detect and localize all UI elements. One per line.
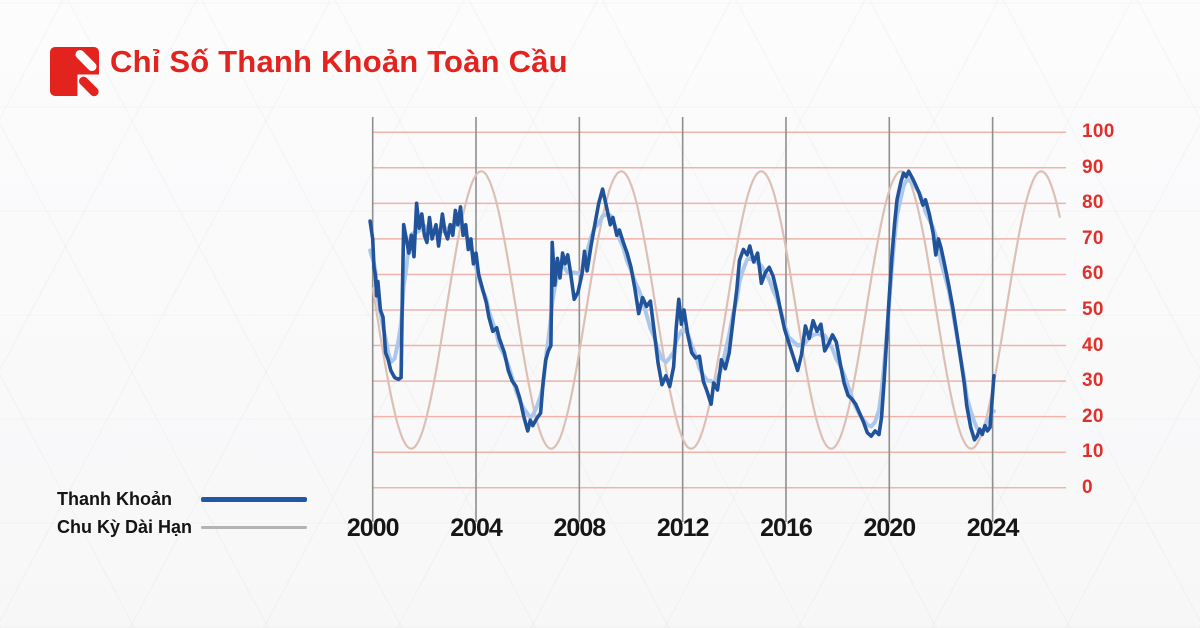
x-tick-label-2024: 2024 [966, 514, 1020, 542]
x-tick-label-2016: 2016 [760, 514, 813, 542]
page-title: Chỉ Số Thanh Khoản Toàn Cầu [110, 44, 568, 79]
y-tick-label-10: 10 [1082, 441, 1104, 463]
x-tick-label-2000: 2000 [346, 514, 400, 542]
legend-label-cycle: Chu Kỳ Dài Hạn [57, 516, 193, 537]
y-tick-label-0: 0 [1082, 476, 1093, 498]
x-tick-label-2004: 2004 [450, 514, 503, 542]
y-tick-label-50: 50 [1082, 299, 1104, 320]
y-tick-label-20: 20 [1082, 405, 1104, 427]
chart-legend: Thanh Khoản Chu Kỳ Dài Hạn [57, 485, 307, 541]
liquidity-line [368, 169, 996, 442]
y-tick-label-60: 60 [1082, 263, 1104, 285]
cycle-line [371, 170, 1061, 450]
legend-item-liquidity: Thanh Khoản [57, 485, 307, 513]
legend-line-cycle-icon [201, 525, 307, 529]
y-tick-label-40: 40 [1082, 334, 1104, 356]
brand-logo [50, 47, 100, 98]
legend-item-cycle: Chu Kỳ Dài Hạn [57, 513, 307, 541]
legend-label-liquidity: Thanh Khoản [57, 488, 172, 509]
x-tick-label-2012: 2012 [656, 514, 710, 542]
y-tick-label-30: 30 [1082, 370, 1104, 392]
y-tick-label-70: 70 [1082, 227, 1104, 249]
x-tick-label-2008: 2008 [553, 514, 607, 542]
legend-line-liquidity-icon [201, 496, 307, 502]
x-tick-label-2020: 2020 [863, 514, 916, 542]
y-tick-label-80: 80 [1082, 192, 1104, 214]
y-tick-label-100: 100 [1082, 121, 1115, 143]
y-tick-label-90: 90 [1082, 156, 1104, 178]
